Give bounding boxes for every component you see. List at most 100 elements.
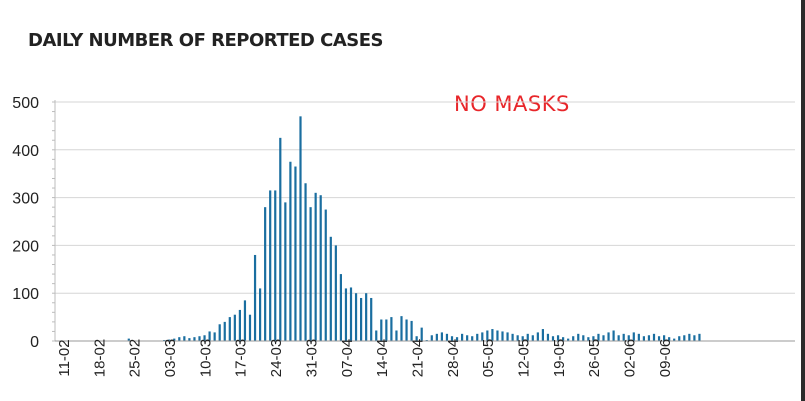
bar bbox=[430, 335, 433, 341]
bar bbox=[390, 317, 393, 341]
bar bbox=[582, 335, 585, 341]
bar bbox=[577, 333, 580, 341]
bar bbox=[445, 333, 449, 341]
bar bbox=[637, 333, 640, 341]
no-masks-annotation: NO MASKS bbox=[454, 92, 570, 116]
bar bbox=[531, 335, 534, 341]
x-tick-label: 31-03 bbox=[303, 339, 320, 377]
bar bbox=[400, 316, 403, 341]
bar bbox=[259, 288, 262, 341]
tick-labels: 0 100 200 300 400 500 11-02 18-02 25-02 03-03 10-0… bbox=[12, 95, 674, 377]
bar bbox=[380, 319, 383, 341]
bar bbox=[587, 337, 590, 341]
bar bbox=[334, 245, 337, 341]
bar bbox=[455, 337, 459, 341]
y-tick-label: 200 bbox=[12, 238, 39, 255]
bar bbox=[647, 335, 651, 341]
bar bbox=[556, 335, 560, 341]
chart-title: DAILY NUMBER OF REPORTED CASES bbox=[28, 30, 383, 51]
bar bbox=[567, 338, 570, 341]
x-tick-label: 05-05 bbox=[480, 339, 497, 377]
bar bbox=[309, 207, 312, 341]
bar bbox=[208, 331, 211, 341]
bar bbox=[440, 332, 443, 341]
x-tick-label: 10-03 bbox=[197, 339, 214, 377]
bar bbox=[496, 330, 499, 341]
grid-lines bbox=[55, 101, 795, 294]
x-tick-label: 14-04 bbox=[374, 339, 391, 377]
bar bbox=[228, 317, 231, 341]
bar bbox=[385, 319, 388, 341]
bar bbox=[592, 336, 595, 341]
x-tick-label: 09-06 bbox=[657, 339, 674, 377]
x-tick-label: 26-05 bbox=[586, 339, 603, 377]
bar bbox=[642, 336, 645, 341]
bar bbox=[178, 337, 181, 341]
bar bbox=[476, 333, 479, 341]
bar bbox=[218, 324, 221, 341]
bar bbox=[541, 329, 544, 341]
bar bbox=[127, 338, 130, 341]
bar bbox=[193, 337, 196, 341]
bar bbox=[501, 331, 504, 341]
bar bbox=[461, 333, 464, 341]
x-tick-label: 25-02 bbox=[127, 339, 144, 377]
bar bbox=[405, 319, 408, 341]
bar bbox=[183, 336, 186, 341]
bar bbox=[536, 332, 539, 341]
x-tick-label: 19-05 bbox=[551, 339, 568, 377]
bar bbox=[673, 338, 676, 341]
bar bbox=[678, 336, 681, 341]
bar bbox=[415, 336, 418, 341]
bar bbox=[481, 332, 484, 341]
bar bbox=[526, 333, 529, 341]
bar bbox=[329, 236, 332, 341]
bar bbox=[354, 293, 358, 341]
bar bbox=[360, 297, 363, 341]
bar bbox=[238, 309, 241, 341]
x-tick-label: 02-06 bbox=[622, 339, 639, 377]
bar bbox=[168, 339, 171, 341]
bar bbox=[562, 337, 565, 341]
x-tick-label: 21-04 bbox=[409, 339, 426, 377]
bar bbox=[375, 330, 378, 341]
bar bbox=[223, 321, 226, 341]
bar bbox=[668, 337, 671, 341]
bar bbox=[203, 335, 206, 341]
bar bbox=[546, 333, 550, 341]
x-tick-label: 03-03 bbox=[162, 339, 179, 377]
bar bbox=[435, 333, 438, 341]
y-tick-label: 500 bbox=[12, 95, 39, 112]
bar bbox=[652, 333, 656, 341]
bars bbox=[127, 116, 701, 341]
bar bbox=[663, 335, 666, 341]
bar bbox=[572, 336, 575, 341]
bar bbox=[657, 336, 661, 341]
bar bbox=[370, 297, 373, 341]
bar bbox=[395, 330, 398, 341]
bar bbox=[213, 332, 216, 341]
bar bbox=[253, 254, 257, 341]
bar bbox=[173, 338, 176, 341]
x-tick-label: 11-02 bbox=[56, 339, 73, 376]
x-tick-label: 28-04 bbox=[445, 339, 462, 377]
bar bbox=[698, 333, 701, 341]
bar bbox=[486, 330, 489, 341]
bar bbox=[688, 333, 691, 341]
bar bbox=[466, 335, 469, 341]
y-tick-label: 300 bbox=[12, 191, 39, 208]
bar bbox=[188, 338, 191, 341]
bar bbox=[233, 314, 236, 341]
bar bbox=[243, 300, 247, 341]
bar bbox=[617, 335, 620, 341]
bar bbox=[632, 332, 635, 341]
bar bbox=[511, 333, 514, 341]
bar bbox=[521, 336, 524, 341]
bar bbox=[551, 336, 555, 341]
x-tick-label: 07-04 bbox=[339, 339, 356, 377]
bar bbox=[516, 335, 519, 341]
bar bbox=[693, 335, 696, 341]
bar bbox=[365, 293, 368, 341]
bar bbox=[602, 335, 605, 341]
